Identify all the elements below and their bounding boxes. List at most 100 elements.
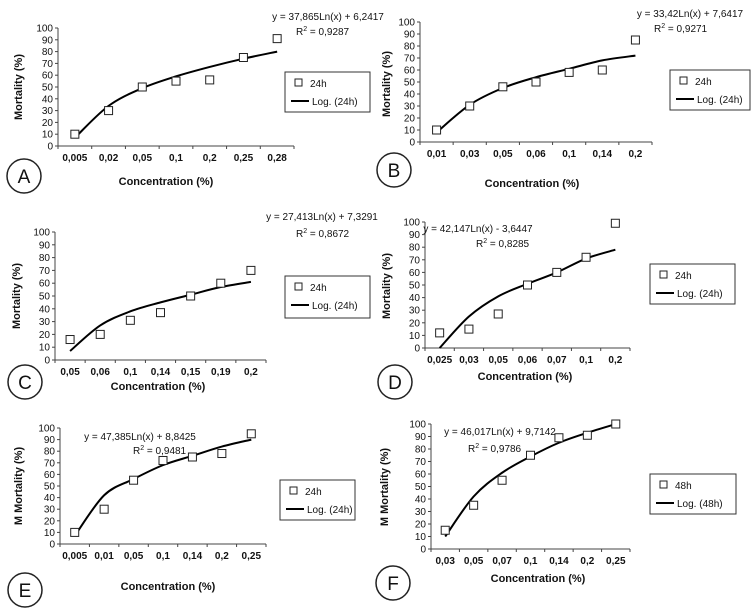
data-point-marker (554, 433, 564, 443)
x-tick-label: 0,2 (215, 551, 229, 562)
panel-label-badge (375, 565, 411, 601)
y-tick-label: 40 (415, 495, 427, 506)
x-tick-label: 0,2 (244, 367, 258, 378)
data-point-marker (465, 101, 475, 111)
y-tick-label: 0 (49, 540, 55, 551)
y-tick-label: 50 (42, 83, 54, 94)
y-axis-title: Mortality (%) (13, 54, 25, 120)
y-tick-label: 20 (409, 318, 421, 329)
r-squared-superscript: 2 (140, 445, 144, 452)
x-tick-label: 0,25 (242, 551, 262, 562)
y-tick-label: 60 (415, 470, 427, 481)
x-tick-label: 0,005 (62, 551, 87, 562)
panel-label-letter: B (388, 161, 401, 182)
panel-label-letter: F (387, 574, 399, 595)
r-squared-superscript: 2 (303, 228, 307, 235)
y-tick-label: 10 (404, 126, 416, 137)
panel-label-letter: D (388, 373, 402, 394)
data-point-marker (272, 34, 282, 44)
trendline-equation: y = 37,865Ln(x) + 6,2417 (272, 12, 384, 23)
data-point-marker (186, 291, 196, 301)
x-tick-label: 0,1 (123, 367, 137, 378)
x-tick-label: 0,05 (60, 367, 80, 378)
y-tick-label: 50 (415, 482, 427, 493)
x-tick-label: 0,05 (493, 149, 513, 160)
y-tick-label: 80 (39, 253, 51, 264)
legend-entry-trendline: Log. (24h) (307, 505, 353, 516)
legend-marker-square (289, 486, 298, 495)
legend-marker-square (659, 270, 668, 279)
data-point-marker (564, 67, 574, 77)
data-point-marker (531, 77, 541, 87)
y-tick-label: 70 (404, 54, 416, 65)
y-tick-label: 70 (42, 59, 54, 70)
legend-entry-trendline: Log. (48h) (677, 499, 723, 510)
y-tick-label: 100 (38, 424, 55, 435)
data-point-marker (216, 278, 226, 288)
data-point-marker (498, 82, 508, 92)
panel-label-letter: A (18, 167, 31, 188)
data-point-marker (523, 280, 532, 290)
data-point-marker (611, 419, 621, 429)
x-tick-label: 0,05 (133, 153, 153, 164)
r-squared-symbol: R (468, 444, 475, 455)
trendline-series (74, 50, 278, 139)
y-tick-label: 80 (42, 47, 54, 58)
y-tick-label: 90 (39, 240, 51, 251)
chart-legend: 48h Log. (48h) (649, 473, 737, 515)
y-tick-label: 0 (414, 344, 420, 355)
x-tick-label: 0,03 (460, 149, 480, 160)
x-tick-label: 0,15 (181, 367, 201, 378)
y-tick-label: 90 (409, 230, 421, 241)
x-tick-label: 0,28 (267, 153, 287, 164)
x-tick-label: 0,1 (562, 149, 576, 160)
x-tick-label: 0,01 (94, 551, 114, 562)
chart-legend: 24h Log. (24h) (284, 71, 371, 113)
y-tick-label: 50 (39, 292, 51, 303)
y-tick-label: 80 (415, 445, 427, 456)
panel-label-badge (6, 158, 42, 194)
legend-marker-square (294, 78, 303, 87)
y-tick-label: 10 (44, 528, 56, 539)
y-tick-label: 70 (44, 458, 56, 469)
x-axis-title: Concentration (%) (111, 381, 206, 393)
legend-entry-trendline: Log. (24h) (312, 97, 358, 108)
panel-label-letter: E (19, 581, 32, 602)
y-tick-label: 40 (44, 493, 56, 504)
trendline-equation: y = 33,42Ln(x) + 7,6417 (637, 9, 744, 20)
y-tick-label: 50 (404, 78, 416, 89)
y-tick-label: 30 (42, 106, 54, 117)
data-point-marker (552, 267, 562, 277)
x-tick-label: 0,14 (549, 556, 569, 567)
y-tick-label: 80 (44, 447, 56, 458)
r-squared-value: = 0,9287 (307, 27, 349, 38)
y-tick-label: 40 (404, 90, 416, 101)
trendline-equation: y = 27,413Ln(x) + 7,3291 (266, 212, 378, 223)
x-tick-label: 0,1 (579, 355, 593, 366)
data-point-marker (205, 75, 215, 85)
r-squared-symbol: R (296, 229, 303, 240)
y-tick-label: 40 (42, 94, 54, 105)
legend-entry-trendline: Log. (24h) (697, 95, 743, 106)
data-point-marker (125, 315, 135, 325)
panel-label-letter: C (18, 373, 32, 394)
r-squared-value: = 0,9271 (665, 24, 707, 35)
y-tick-label: 100 (409, 420, 426, 431)
x-tick-label: 0,1 (169, 153, 183, 164)
x-axis-title: Concentration (%) (478, 371, 573, 383)
y-tick-label: 60 (42, 71, 54, 82)
x-axis-title: Concentration (%) (121, 581, 216, 593)
r-squared-value: = 0,8672 (307, 229, 349, 240)
x-axis-title: Concentration (%) (485, 178, 580, 190)
x-tick-label: 0,06 (90, 367, 110, 378)
legend-entry-trendline: Log. (24h) (677, 289, 723, 300)
y-tick-label: 30 (415, 507, 427, 518)
y-tick-label: 30 (39, 317, 51, 328)
r-squared-label: R2 = 0,9287 (296, 26, 350, 38)
legend-entry-trendline: Log. (24h) (312, 301, 358, 312)
r-squared-value: = 0,8285 (487, 239, 529, 250)
data-point-marker (464, 324, 474, 334)
x-tick-label: 0,07 (492, 556, 512, 567)
y-tick-label: 20 (415, 520, 427, 531)
